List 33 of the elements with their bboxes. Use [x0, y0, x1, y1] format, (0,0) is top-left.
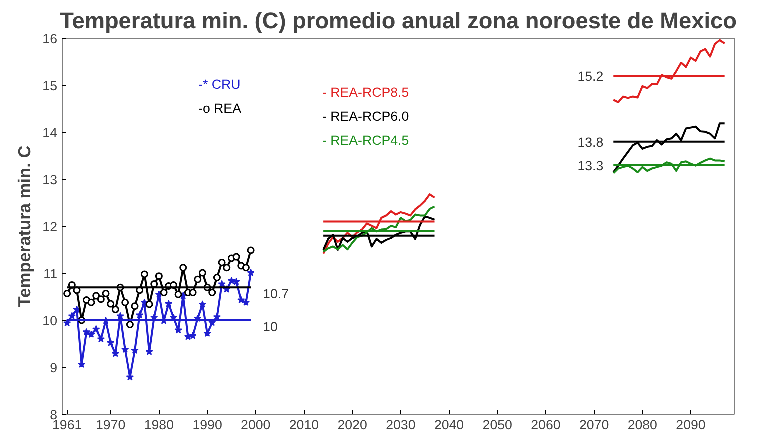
x-tick-label: 1970 [96, 418, 126, 432]
y-tick-label: 11 [44, 266, 58, 282]
x-tick-label: 2020 [338, 418, 368, 432]
x-tick-label: 1990 [192, 418, 222, 432]
x-tick-label: 2010 [289, 418, 320, 432]
data-label: 10 [263, 320, 278, 334]
x-tick-label: 2080 [628, 418, 658, 432]
data-label: 13.3 [578, 158, 604, 174]
x-tick-label: 2000 [241, 418, 271, 432]
text: -o REA [198, 101, 242, 116]
x-tick-label: 1980 [144, 418, 174, 432]
chart-title: Temperatura min. (C) promedio anual zona noroeste de Mexico [60, 8, 737, 34]
text: - REA-RCP4.5 [322, 133, 410, 148]
y-tick-label: 12 [42, 220, 58, 234]
y-tick-label: 16 [42, 32, 58, 46]
text: - REA-RCP8.5 [322, 85, 410, 100]
text: - REA-RCP6.0 [322, 109, 410, 124]
y-tick-label: 15 [42, 78, 58, 94]
text: -* CRU [198, 77, 241, 92]
data-label: 10.7 [263, 286, 289, 302]
x-tick-label: 2090 [676, 418, 706, 432]
data-label: 15.2 [578, 69, 604, 84]
y-axis-title: Temperatura min. C [14, 145, 35, 308]
x-tick-label: 2030 [386, 418, 416, 432]
x-tick-label: 2040 [434, 418, 464, 432]
x-tick-label: 2070 [579, 418, 610, 432]
y-tick-label: 10 [42, 314, 58, 328]
y-tick-label: 13 [42, 172, 58, 188]
y-tick-label: 9 [50, 360, 58, 376]
y-tick-label: 14 [42, 126, 58, 140]
data-label: 13.8 [578, 134, 604, 150]
x-tick-label: 2060 [531, 418, 561, 432]
x-tick-label: 2050 [482, 418, 512, 432]
